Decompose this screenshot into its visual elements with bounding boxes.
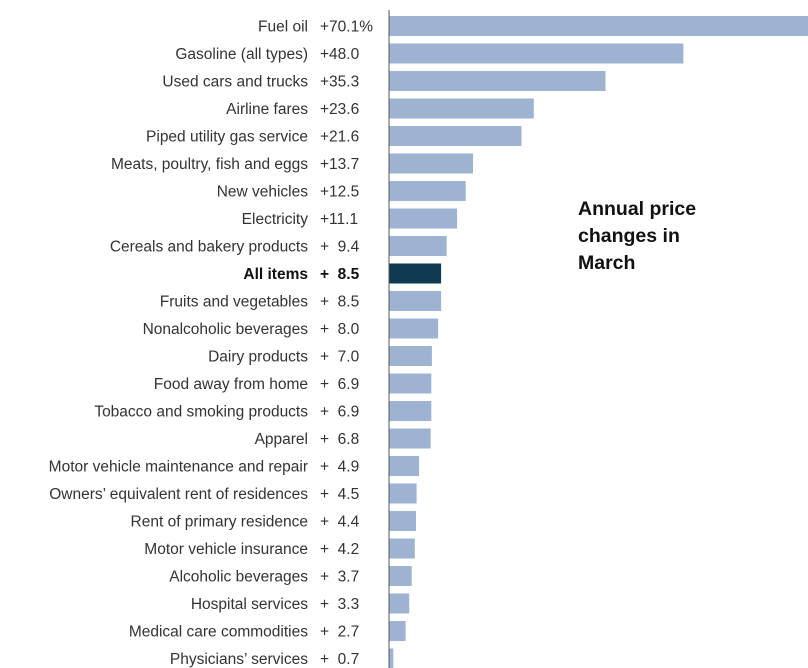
category-label-11: Nonalcoholic beverages xyxy=(143,321,309,338)
bar-1 xyxy=(389,43,684,64)
bar-2 xyxy=(389,71,606,91)
bar-18 xyxy=(389,511,416,531)
bar-20 xyxy=(389,566,412,586)
bar-13 xyxy=(389,373,432,394)
bar-0 xyxy=(389,16,808,36)
value-label-11: + 8.0 xyxy=(320,321,360,338)
category-label-22: Medical care commodities xyxy=(129,624,308,641)
bar-4 xyxy=(389,126,522,146)
category-label-8: Cereals and bakery products xyxy=(110,239,308,256)
category-label-5: Meats, poultry, fish and eggs xyxy=(111,156,308,173)
value-label-23: + 0.7 xyxy=(320,651,359,668)
value-label-15: + 6.8 xyxy=(320,431,359,448)
bar-11 xyxy=(389,318,439,339)
value-label-7: +11.1 xyxy=(320,211,358,228)
value-label-22: + 2.7 xyxy=(320,624,359,641)
category-label-19: Motor vehicle insurance xyxy=(144,541,308,558)
value-label-13: + 6.9 xyxy=(320,376,359,393)
bar-14 xyxy=(389,401,432,421)
value-label-20: + 3.7 xyxy=(320,569,359,586)
bar-23 xyxy=(389,648,394,668)
value-label-10: + 8.5 xyxy=(320,294,359,311)
bar-21 xyxy=(389,593,410,614)
value-label-17: + 4.5 xyxy=(320,486,359,503)
bar-16 xyxy=(389,456,420,476)
category-label-10: Fruits and vegetables xyxy=(160,294,308,311)
category-label-20: Alcoholic beverages xyxy=(169,569,308,586)
value-label-8: + 9.4 xyxy=(320,239,360,256)
bar-12 xyxy=(389,346,432,366)
category-label-16: Motor vehicle maintenance and repair xyxy=(49,459,308,476)
value-label-5: +13.7 xyxy=(320,156,359,173)
category-label-12: Dairy products xyxy=(208,349,308,366)
value-label-19: + 4.2 xyxy=(320,541,359,558)
category-label-15: Apparel xyxy=(255,431,308,448)
bar-19 xyxy=(389,538,415,559)
bar-3 xyxy=(389,98,534,119)
value-label-6: +12.5 xyxy=(320,184,359,201)
value-label-1: +48.0 xyxy=(320,46,360,63)
category-label-6: New vehicles xyxy=(217,184,309,201)
bar-6 xyxy=(389,181,466,201)
category-label-7: Electricity xyxy=(242,211,309,228)
category-label-21: Hospital services xyxy=(191,596,308,613)
bar-17 xyxy=(389,483,417,504)
category-label-2: Used cars and trucks xyxy=(162,74,308,91)
category-label-13: Food away from home xyxy=(154,376,308,393)
value-label-4: +21.6 xyxy=(320,129,359,146)
value-label-2: +35.3 xyxy=(320,74,359,91)
bar-9 xyxy=(389,263,442,284)
category-label-14: Tobacco and smoking products xyxy=(94,404,308,421)
value-label-14: + 6.9 xyxy=(320,404,359,421)
bar-15 xyxy=(389,428,431,449)
category-label-1: Gasoline (all types) xyxy=(175,46,308,63)
category-label-4: Piped utility gas service xyxy=(146,129,308,146)
value-label-12: + 7.0 xyxy=(320,349,360,366)
bar-10 xyxy=(389,291,442,311)
value-label-18: + 4.4 xyxy=(320,514,360,531)
value-label-16: + 4.9 xyxy=(320,459,359,476)
category-label-3: Airline fares xyxy=(226,101,308,118)
value-label-3: +23.6 xyxy=(320,101,359,118)
category-label-18: Rent of primary residence xyxy=(131,514,308,531)
category-label-17: Owners’ equivalent rent of residences xyxy=(49,486,308,503)
category-label-0: Fuel oil xyxy=(258,19,308,36)
value-label-21: + 3.3 xyxy=(320,596,359,613)
bar-5 xyxy=(389,153,473,174)
value-label-0: +70.1% xyxy=(320,19,373,36)
value-label-9: + 8.5 xyxy=(320,266,360,283)
bar-8 xyxy=(389,236,447,256)
chart-title: Annual price changes in March xyxy=(578,198,697,274)
category-label-23: Physicians’ services xyxy=(170,651,308,668)
bar-7 xyxy=(389,208,458,229)
bar-22 xyxy=(389,621,406,641)
category-label-9: All items xyxy=(243,266,308,283)
